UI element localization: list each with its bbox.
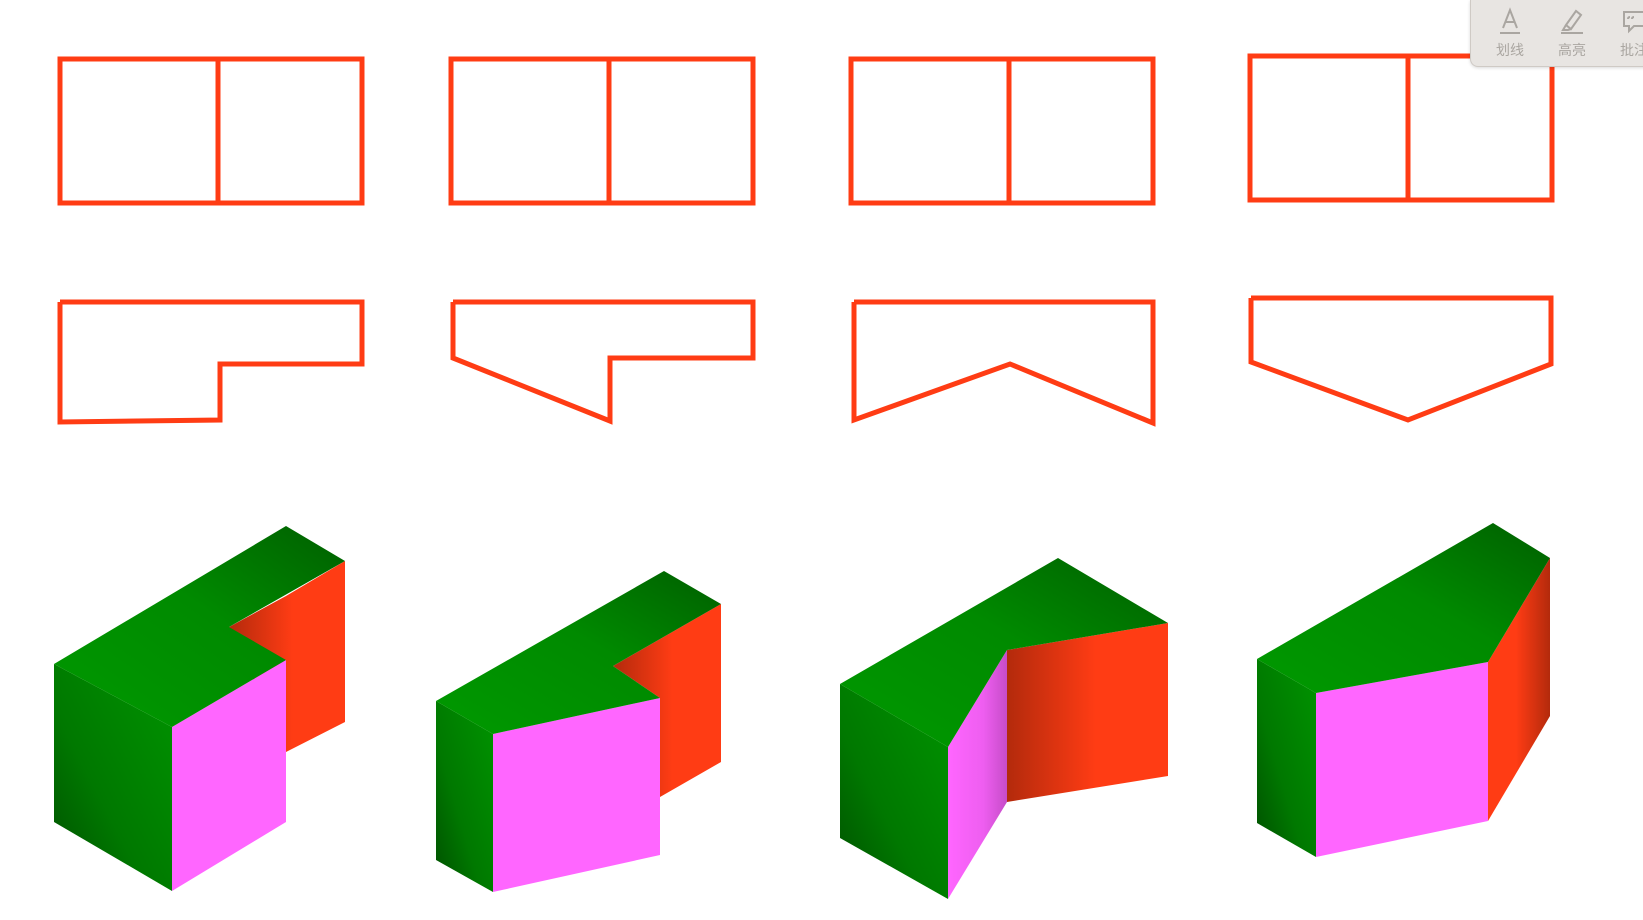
top-view-3 xyxy=(851,299,1156,427)
top-view-2 xyxy=(450,299,756,425)
underline-tool-label: 划线 xyxy=(1496,43,1524,59)
highlighter-icon xyxy=(1557,4,1587,38)
iso-solid-4 xyxy=(1257,523,1550,857)
iso-solid-3 xyxy=(840,558,1168,899)
highlight-tool-button[interactable]: 高亮 xyxy=(1541,0,1603,66)
front-view-4 xyxy=(1247,53,1555,203)
iso-solid-1 xyxy=(54,526,345,891)
top-view-4 xyxy=(1248,295,1554,423)
front-view-1 xyxy=(57,56,365,206)
comment-icon xyxy=(1619,4,1643,38)
front-view-2 xyxy=(448,56,756,206)
annotation-toolbar: 划线 高亮 批注 xyxy=(1470,0,1643,67)
comment-tool-label: 批注 xyxy=(1620,43,1643,59)
top-view-1 xyxy=(57,299,365,425)
comment-tool-button[interactable]: 批注 xyxy=(1603,0,1643,66)
underline-a-icon xyxy=(1495,4,1525,38)
front-view-3 xyxy=(848,56,1156,206)
underline-tool-button[interactable]: 划线 xyxy=(1479,0,1541,66)
highlight-tool-label: 高亮 xyxy=(1558,43,1586,59)
iso-solid-2 xyxy=(436,571,721,892)
